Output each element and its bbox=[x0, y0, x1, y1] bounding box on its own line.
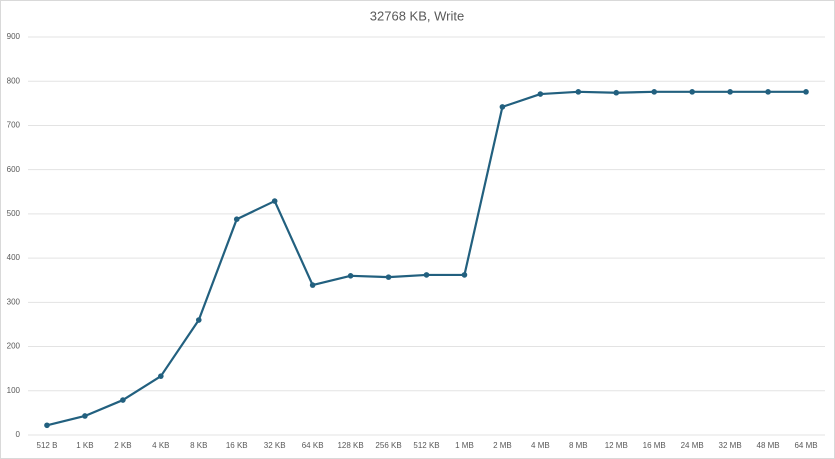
y-tick-label: 400 bbox=[7, 253, 21, 262]
x-tick-label: 32 MB bbox=[719, 441, 742, 450]
y-tick-label: 0 bbox=[16, 430, 21, 439]
y-tick-label: 800 bbox=[7, 76, 21, 85]
marker bbox=[537, 91, 544, 97]
marker bbox=[727, 89, 733, 95]
x-tick-label: 16 KB bbox=[226, 441, 248, 450]
x-tick-label: 512 B bbox=[37, 441, 58, 450]
marker bbox=[575, 89, 582, 95]
x-tick-label: 24 MB bbox=[681, 441, 704, 450]
x-tick-label: 2 MB bbox=[493, 441, 512, 450]
y-tick-label: 300 bbox=[7, 297, 21, 306]
marker bbox=[613, 89, 620, 96]
x-tick-label: 512 KB bbox=[413, 441, 439, 450]
marker bbox=[44, 422, 50, 429]
y-tick-label: 600 bbox=[7, 165, 21, 174]
marker bbox=[461, 272, 468, 278]
marker bbox=[423, 272, 430, 278]
x-tick-label: 12 MB bbox=[605, 441, 628, 450]
x-tick-label: 8 MB bbox=[569, 441, 588, 450]
marker bbox=[233, 216, 240, 222]
x-tick-label: 32 KB bbox=[264, 441, 286, 450]
marker bbox=[651, 89, 658, 95]
x-tick-label: 64 KB bbox=[302, 441, 324, 450]
marker bbox=[120, 397, 126, 403]
marker bbox=[347, 273, 354, 279]
x-tick-label: 128 KB bbox=[337, 441, 363, 450]
chart-title: 32768 KB, Write bbox=[370, 8, 464, 23]
marker bbox=[309, 282, 316, 288]
y-tick-label: 100 bbox=[7, 386, 21, 395]
marker bbox=[765, 89, 771, 95]
x-tick-label: 1 KB bbox=[76, 441, 93, 450]
y-tick-label: 900 bbox=[7, 32, 21, 41]
x-tick-label: 8 KB bbox=[190, 441, 207, 450]
marker bbox=[271, 198, 278, 204]
x-tick-label: 1 MB bbox=[455, 441, 474, 450]
marker bbox=[385, 274, 392, 280]
x-tick-label: 48 MB bbox=[757, 441, 780, 450]
marker bbox=[689, 89, 695, 95]
marker bbox=[195, 317, 202, 323]
marker bbox=[82, 413, 88, 419]
y-tick-label: 500 bbox=[7, 209, 21, 218]
y-tick-label: 700 bbox=[7, 121, 21, 130]
x-tick-label: 4 MB bbox=[531, 441, 550, 450]
x-tick-label: 2 KB bbox=[114, 441, 131, 450]
x-tick-label: 256 KB bbox=[375, 441, 401, 450]
x-tick-label: 16 MB bbox=[643, 441, 666, 450]
x-tick-label: 64 MB bbox=[794, 441, 817, 450]
x-tick-label: 4 KB bbox=[152, 441, 169, 450]
y-tick-label: 200 bbox=[7, 342, 21, 351]
marker bbox=[803, 89, 809, 95]
marker bbox=[158, 373, 164, 379]
marker bbox=[499, 104, 506, 110]
